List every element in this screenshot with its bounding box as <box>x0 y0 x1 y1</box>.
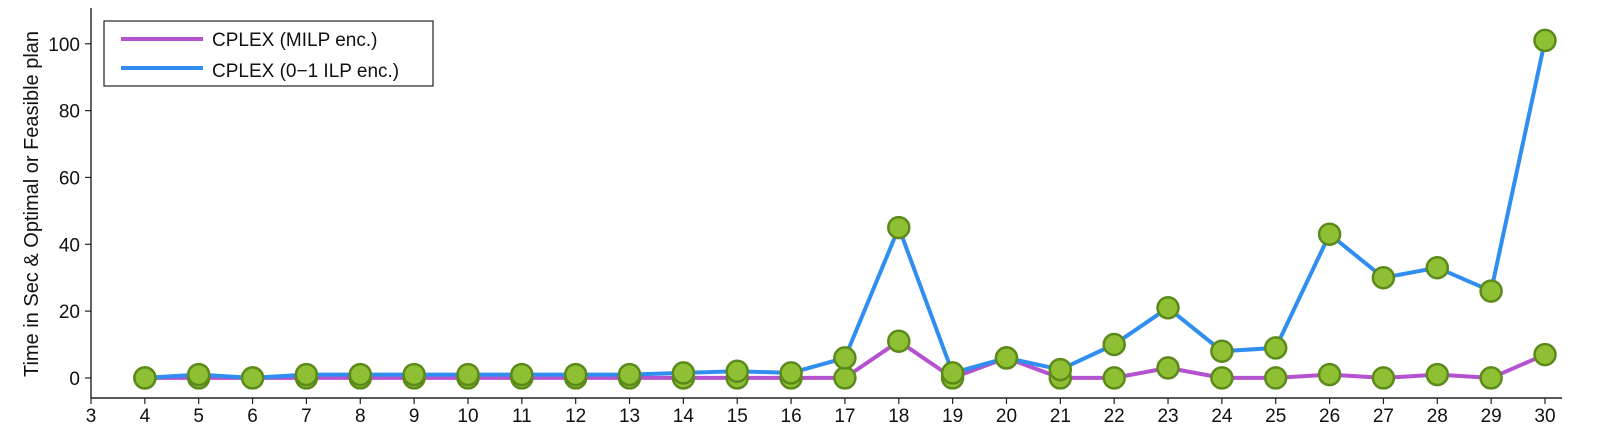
y-axis-ticks: 0 20 40 60 80 100 <box>48 35 91 390</box>
x-tick-label: 3 <box>86 406 97 427</box>
data-point <box>563 362 588 387</box>
x-tick-label: 28 <box>1427 406 1448 427</box>
x-tick-label: 4 <box>140 406 151 427</box>
data-point <box>887 215 911 240</box>
legend-label-ilp: CPLEX (0−1 ILP enc.) <box>212 61 399 82</box>
data-point <box>1317 362 1342 387</box>
x-tick-label: 25 <box>1265 406 1286 427</box>
x-tick-label: 26 <box>1319 406 1340 427</box>
x-axis-ticks: 3 4 5 6 7 8 9 10 11 12 13 14 15 16 17 18 19 20 21 22 23 24 25 2… <box>86 398 1556 427</box>
data-point <box>1533 342 1557 367</box>
x-tick-label: 14 <box>673 406 695 427</box>
x-tick-label: 16 <box>781 406 802 427</box>
legend-box <box>103 20 434 87</box>
data-point <box>617 362 642 387</box>
data-point <box>294 362 319 387</box>
data-point <box>240 366 265 390</box>
data-point <box>1425 255 1450 280</box>
data-point <box>671 361 696 385</box>
data-point <box>1533 28 1557 53</box>
x-tick-label: 15 <box>727 406 748 427</box>
x-tick-label: 21 <box>1050 406 1071 427</box>
y-tick-label: 80 <box>59 102 80 123</box>
x-tick-label: 30 <box>1534 406 1555 427</box>
data-point <box>1371 366 1396 390</box>
data-point <box>1210 366 1234 390</box>
x-tick-label: 29 <box>1481 406 1502 427</box>
data-point <box>1102 366 1126 390</box>
data-point <box>1371 265 1396 290</box>
y-axis-label: Time in Sec & Optimal or Feasible plan <box>21 31 43 377</box>
data-point <box>940 361 965 385</box>
series-lines <box>142 38 1547 380</box>
x-tick-label: 17 <box>834 406 855 427</box>
y-tick-label: 40 <box>59 235 80 256</box>
data-point <box>994 346 1019 370</box>
x-tick-label: 11 <box>512 406 532 427</box>
data-point <box>1156 356 1180 380</box>
x-tick-label: 27 <box>1373 406 1394 427</box>
legend-label-milp: CPLEX (MILP enc.) <box>212 30 377 51</box>
data-point <box>725 359 749 384</box>
data-point <box>779 361 803 385</box>
data-point <box>348 362 373 387</box>
data-point <box>402 362 426 387</box>
x-tick-label: 12 <box>565 406 586 427</box>
data-point <box>1156 296 1180 320</box>
x-tick-label: 8 <box>355 406 366 427</box>
data-point <box>887 329 911 353</box>
data-point <box>1263 336 1288 360</box>
data-point <box>1263 366 1288 390</box>
y-tick-label: 100 <box>48 35 80 56</box>
data-point <box>186 362 211 387</box>
y-tick-label: 20 <box>59 302 80 323</box>
series-markers <box>133 28 1557 390</box>
data-point <box>1425 362 1450 387</box>
x-tick-label: 7 <box>301 406 312 427</box>
x-tick-label: 9 <box>409 406 420 427</box>
x-tick-label: 6 <box>247 406 258 427</box>
y-tick-label: 60 <box>59 168 80 189</box>
series-line-1 <box>142 38 1547 380</box>
data-point <box>456 362 480 387</box>
data-point <box>133 366 157 390</box>
data-point <box>1102 332 1126 357</box>
data-point <box>1317 222 1342 246</box>
legend: CPLEX (MILP enc.) CPLEX (0−1 ILP enc.) <box>103 20 434 87</box>
x-tick-label: 23 <box>1157 406 1178 427</box>
data-point <box>1210 339 1234 363</box>
data-point <box>833 366 857 390</box>
data-point <box>833 346 857 370</box>
y-tick-label: 0 <box>69 369 80 390</box>
x-tick-label: 19 <box>942 406 963 427</box>
x-tick-label: 20 <box>996 406 1017 427</box>
data-point <box>510 362 534 387</box>
data-point <box>1479 279 1503 303</box>
x-tick-label: 24 <box>1211 406 1233 427</box>
plot-area: 3 4 5 6 7 8 9 10 11 12 13 14 15 16 17 18 19 20 21 22 23 24 25 2… <box>48 8 1562 427</box>
x-tick-label: 18 <box>888 406 909 427</box>
data-point <box>1479 366 1503 390</box>
data-point <box>1048 357 1073 382</box>
x-tick-label: 5 <box>193 406 204 427</box>
x-tick-label: 13 <box>619 406 640 427</box>
x-tick-label: 10 <box>457 406 478 427</box>
x-tick-label: 22 <box>1104 406 1125 427</box>
